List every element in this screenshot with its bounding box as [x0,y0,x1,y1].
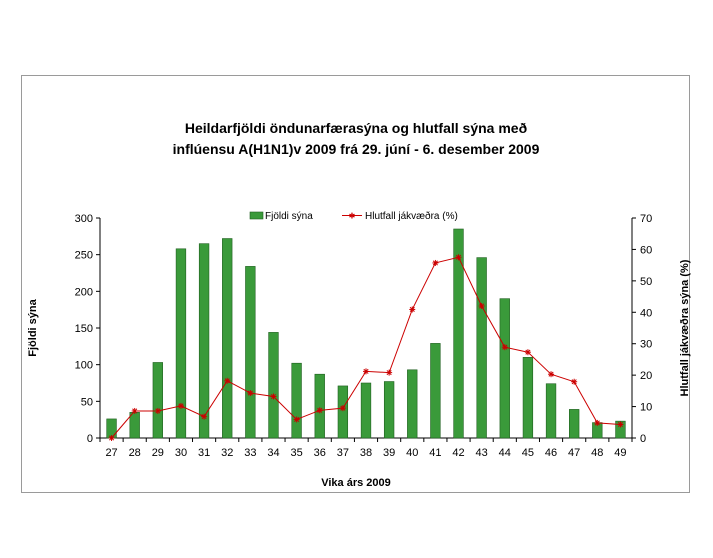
x-tick-label: 46 [545,447,557,459]
axes: 0 50 100 150 200 250 300 0 10 20 30 40 50 60 70 27 28 29 3… [75,213,653,459]
x-tick-label: 43 [476,447,488,459]
x-tick-label: 34 [267,447,279,459]
bar [499,298,510,439]
y-tick-right-label: 50 [640,276,652,288]
line-point [571,378,578,385]
y-tick-right-label: 10 [640,402,652,414]
bar [268,332,279,439]
bar [545,383,557,439]
line-point [270,393,277,400]
x-tick-label: 37 [337,447,349,459]
line-point [177,402,184,409]
y-tick-left-label: 0 [87,433,93,445]
y-tick-left-label: 50 [81,396,93,408]
bar [615,420,626,439]
bar [407,369,418,439]
x-tick-label: 32 [221,447,233,459]
bar [198,243,210,439]
y-tick-left-label: 100 [75,360,93,372]
bar [569,409,580,439]
bar [129,412,140,439]
line-point [386,369,393,376]
bar [430,343,441,439]
bar [175,248,187,439]
bar [360,382,372,439]
y-tick-right-label: 30 [640,339,652,351]
line-point [154,407,161,414]
x-tick-label: 48 [591,447,603,459]
x-tick-label: 47 [568,447,580,459]
y-tick-right-label: 20 [640,370,652,382]
x-tick-label: 33 [244,447,256,459]
bar-series [106,228,626,439]
line-point [316,407,323,414]
line-series [108,254,624,441]
chart-subtitle: inflúensu A(H1N1)v 2009 frá 29. júní - 6… [173,141,540,157]
bar [314,373,325,439]
line-point [478,303,485,309]
y-axis-title-left: Fjöldi sýna [27,298,39,356]
x-tick-label: 41 [429,447,441,459]
y-tick-right-label: 70 [640,213,652,225]
bar [245,266,256,439]
line-point [224,377,231,384]
bar [522,357,534,439]
legend-label-bars: Fjöldi sýna [265,211,313,222]
line-point [339,405,346,412]
bar [152,362,163,439]
y-tick-right-label: 0 [640,433,646,445]
legend-label-line: Hlutfall jákvæðra (%) [365,210,458,222]
x-tick-label: 38 [360,447,372,459]
legend: Fjöldi sýna ✱ Hlutfall jákvæðra (%) [249,210,458,222]
line-point [501,344,508,351]
y-tick-right-label: 40 [640,307,652,319]
x-axis-title: Vika árs 2009 [321,477,391,489]
chart-title: Heildarfjöldi öndunarfærasýna og hlutfal… [185,120,527,136]
bar [291,362,302,439]
line-point [363,368,369,375]
x-tick-label: 31 [198,447,210,459]
x-tick-label: 30 [175,447,187,459]
x-tick-label: 44 [499,447,511,459]
legend-swatch-bars [249,211,264,220]
line-point [594,419,601,426]
line-point [247,390,254,397]
legend-marker-icon: ✱ [349,212,356,221]
line-point [617,421,624,428]
line-point [108,435,115,441]
x-tick-label: 28 [129,447,141,459]
line-point [293,416,300,423]
bar [383,381,395,439]
x-tick-label: 35 [290,447,302,459]
x-tick-label: 39 [383,447,395,459]
chart-canvas: Heildarfjöldi öndunarfærasýna og hlutfal… [27,120,691,489]
chart-frame: Heildarfjöldi öndunarfærasýna og hlutfal… [21,75,691,493]
y-tick-left-label: 150 [75,323,93,335]
y-tick-left-label: 200 [75,286,93,298]
line-point [409,306,416,313]
x-tick-label: 45 [522,447,534,459]
line-point [524,349,531,356]
x-tick-label: 42 [452,447,464,459]
bar [337,385,349,439]
line-point [201,413,208,420]
bar [222,238,233,439]
bar [476,257,487,439]
y-tick-right-label: 60 [640,244,652,256]
bar [453,228,464,439]
x-tick-label: 49 [614,447,626,459]
y-tick-left-label: 300 [75,213,93,225]
x-tick-label: 36 [314,447,326,459]
x-tick-label: 29 [152,447,164,459]
line-point [131,407,138,414]
line-point [548,371,555,378]
y-tick-left-label: 250 [75,250,93,262]
x-tick-label: 27 [105,447,117,459]
x-tick-label: 40 [406,447,418,459]
y-axis-title-right: Hlutfall jákvæðra sýna (%) [679,259,691,396]
line-point [455,254,462,261]
line-point [432,259,439,266]
